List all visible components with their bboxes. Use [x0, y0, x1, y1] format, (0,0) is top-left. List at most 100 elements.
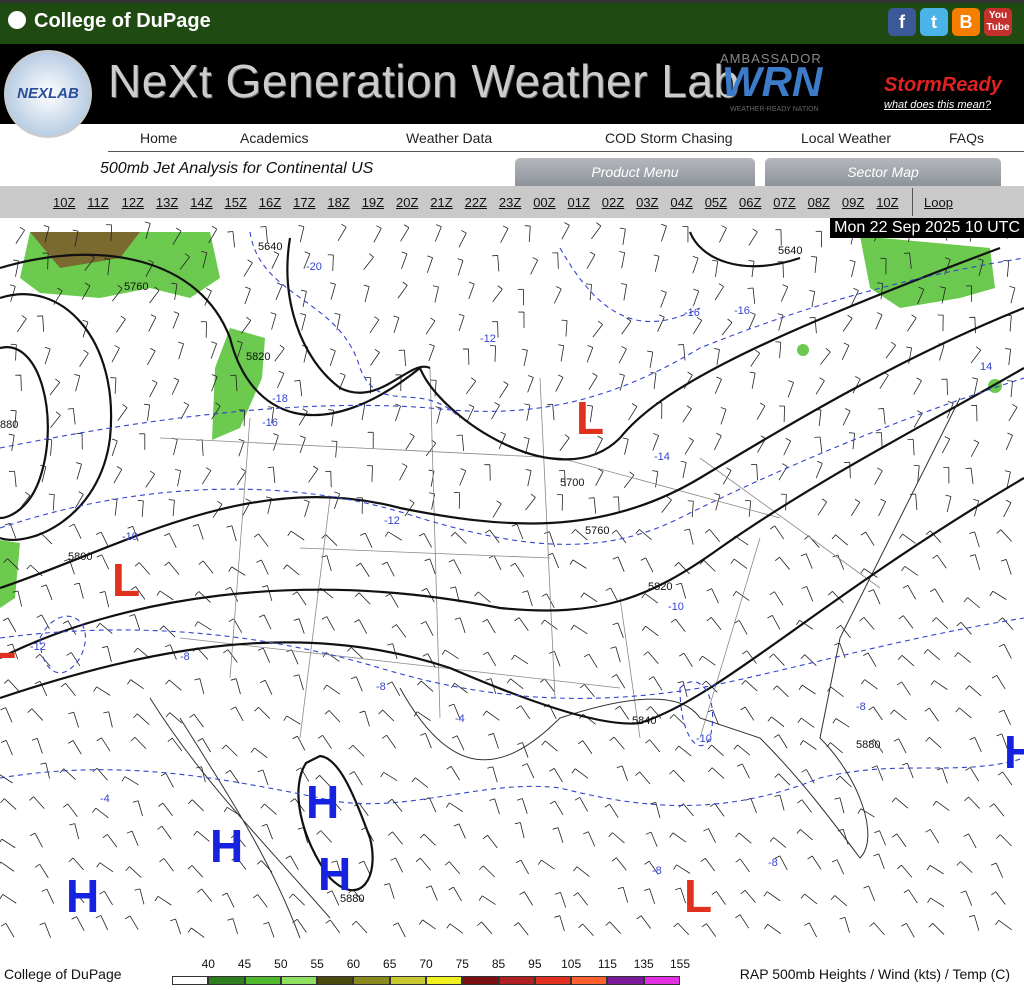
- wind-barb: [996, 733, 1008, 750]
- nav-link[interactable]: Academics: [240, 130, 309, 146]
- stormready-logo[interactable]: StormReady: [884, 74, 1002, 96]
- wind-barb: [197, 888, 213, 902]
- wind-barb: [221, 892, 235, 908]
- wind-barb: [970, 439, 980, 457]
- hour-link[interactable]: 09Z: [841, 195, 865, 210]
- hour-link[interactable]: 17Z: [293, 195, 316, 210]
- wind-barb: [925, 828, 939, 844]
- product-menu-button[interactable]: Product Menu: [515, 158, 755, 186]
- hour-link[interactable]: 11Z: [87, 195, 109, 210]
- twitter-icon[interactable]: t: [920, 8, 948, 36]
- wind-barb: [605, 921, 621, 934]
- wind-barb: [809, 316, 817, 334]
- wind-barb: [635, 771, 651, 785]
- wind-barb: [456, 434, 465, 451]
- wind-barb: [274, 344, 285, 362]
- hour-link[interactable]: 23Z: [498, 195, 522, 210]
- wind-barb: [487, 766, 498, 783]
- hour-link[interactable]: 18Z: [327, 195, 350, 210]
- nexlab-logo[interactable]: NEXLAB: [4, 50, 92, 138]
- cod-logo[interactable]: [8, 11, 26, 29]
- wind-barb: [669, 832, 687, 843]
- legend-label: 75: [455, 957, 469, 971]
- hour-link[interactable]: 10Z: [53, 195, 76, 210]
- wind-barb: [877, 282, 884, 300]
- wind-barb: [350, 676, 363, 692]
- wind-barb: [348, 744, 365, 757]
- hour-link[interactable]: 15Z: [224, 195, 247, 210]
- wind-barb: [489, 345, 496, 362]
- wind-barb: [926, 865, 944, 875]
- wind-barb: [398, 349, 406, 367]
- wind-barb: [963, 833, 977, 849]
- wind-barb: [137, 500, 144, 517]
- youtube-icon[interactable]: You Tube: [984, 8, 1012, 36]
- wind-barb: [167, 737, 183, 752]
- wind-barb: [815, 230, 823, 248]
- wind-barb: [484, 529, 500, 543]
- wind-barb: [707, 709, 719, 725]
- wrn-logo[interactable]: WRN: [722, 58, 823, 105]
- height-contours: [0, 231, 1024, 892]
- wind-barb: [60, 682, 76, 696]
- hour-link[interactable]: 05Z: [704, 195, 728, 210]
- nav-link[interactable]: Weather Data: [406, 130, 493, 146]
- stormready-link[interactable]: what does this mean?: [884, 99, 992, 111]
- wind-barb: [144, 403, 151, 421]
- wind-barb: [418, 533, 432, 548]
- hour-link[interactable]: 08Z: [807, 195, 830, 210]
- wind-barb: [39, 922, 51, 938]
- wind-barb: [971, 405, 978, 422]
- hour-link[interactable]: 06Z: [739, 195, 762, 210]
- wind-barb: [405, 432, 415, 450]
- temp-label: -10: [668, 601, 684, 613]
- hour-link[interactable]: 10Z: [876, 195, 899, 210]
- wind-barb: [756, 402, 766, 420]
- wind-barb: [841, 342, 850, 360]
- site-name[interactable]: College of DuPage: [34, 10, 211, 32]
- wind-barb: [367, 431, 374, 449]
- wind-barb: [842, 408, 851, 426]
- hour-link[interactable]: 19Z: [361, 195, 385, 210]
- wind-barb: [670, 618, 686, 633]
- wind-barb: [354, 619, 368, 634]
- wind-barb: [692, 255, 699, 274]
- wind-barb: [537, 859, 555, 870]
- wind-barb: [95, 531, 109, 547]
- hour-link[interactable]: 14Z: [190, 195, 213, 210]
- wind-barb: [366, 465, 373, 482]
- wind-barb: [797, 799, 812, 813]
- hour-link[interactable]: 16Z: [258, 195, 282, 210]
- wind-barb: [836, 624, 851, 639]
- wind-barb: [860, 679, 878, 690]
- loop-link[interactable]: Loop: [924, 195, 953, 210]
- hour-link[interactable]: 22Z: [464, 195, 487, 210]
- hour-link[interactable]: 03Z: [636, 195, 659, 210]
- nav-link[interactable]: Home: [140, 130, 178, 146]
- nav-link[interactable]: COD Storm Chasing: [605, 130, 733, 146]
- hour-link[interactable]: 02Z: [601, 195, 625, 210]
- hour-link[interactable]: 01Z: [567, 195, 590, 210]
- hour-link[interactable]: 00Z: [533, 195, 556, 210]
- facebook-icon[interactable]: f: [888, 8, 916, 36]
- sector-map-button[interactable]: Sector Map: [765, 158, 1001, 186]
- hour-link[interactable]: 04Z: [670, 195, 693, 210]
- footer-credit: College of DuPage: [4, 966, 122, 982]
- hour-link[interactable]: 12Z: [121, 195, 144, 210]
- wind-barb: [156, 590, 174, 601]
- wind-barb: [401, 251, 408, 270]
- hour-link[interactable]: 20Z: [396, 195, 419, 210]
- wind-barb: [510, 562, 525, 577]
- nav-link[interactable]: Local Weather: [801, 130, 892, 146]
- hour-link[interactable]: 07Z: [773, 195, 796, 210]
- temp-label: -8: [856, 701, 866, 713]
- wind-barb: [780, 284, 789, 302]
- wind-barb: [44, 346, 51, 365]
- hour-link[interactable]: 13Z: [155, 195, 179, 210]
- nav-link[interactable]: FAQs: [949, 130, 985, 146]
- wind-barb: [392, 922, 406, 938]
- blogger-icon[interactable]: B: [952, 8, 980, 36]
- wind-barb: [652, 433, 660, 451]
- hour-link[interactable]: 21Z: [430, 195, 453, 210]
